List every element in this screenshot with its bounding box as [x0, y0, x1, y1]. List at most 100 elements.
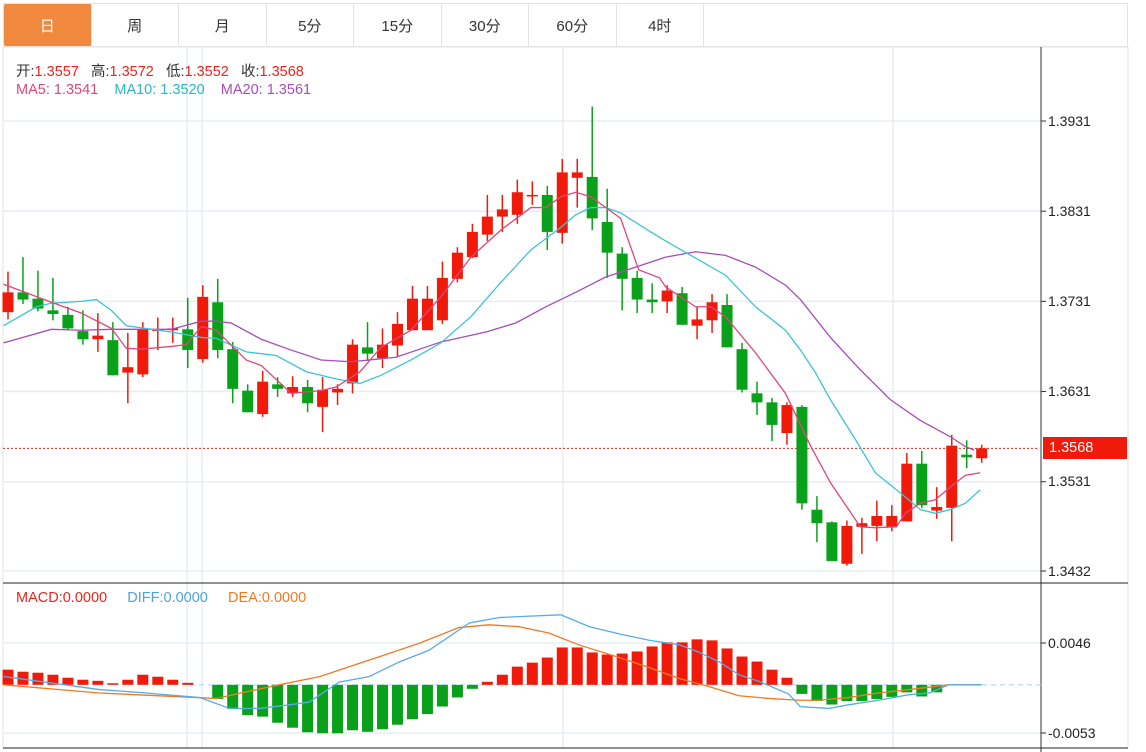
candle-down [47, 310, 59, 314]
macd-bar-positive [646, 646, 658, 685]
macd-bar-negative [317, 684, 329, 734]
candle-up [511, 192, 523, 215]
candle-up [391, 323, 403, 346]
macd-bar-negative [826, 684, 838, 705]
macd-bar-positive [766, 669, 778, 685]
candle-down [631, 277, 643, 300]
candle-up [481, 216, 493, 235]
macd-bar-negative [287, 684, 299, 728]
macd-bar-negative [916, 684, 928, 697]
candle-down [676, 293, 688, 325]
ohlc-legend: 开:1.3557 高:1.3572 低:1.3552 收:1.3568 [16, 60, 304, 81]
macd-label: MACD: [16, 590, 63, 606]
macd-bar-positive [601, 654, 613, 685]
macd-bar-positive [17, 671, 29, 685]
ma5-line [3, 191, 981, 529]
open-label: 开: [16, 64, 35, 80]
dea-line [3, 624, 982, 701]
candle-up [706, 302, 718, 321]
candle-down [961, 454, 973, 458]
tab-month[interactable]: 月 [179, 4, 267, 46]
macd-bar-positive [62, 677, 74, 685]
diff-label: DIFF: [127, 590, 164, 606]
macd-bar-positive [481, 681, 493, 685]
candle-up [317, 389, 329, 407]
dea-label: DEA: [228, 590, 262, 606]
candle-up [197, 296, 209, 360]
macd-bar-negative [451, 684, 463, 698]
candle-up [871, 515, 883, 526]
macd-bar-negative [227, 684, 239, 710]
price-tick: 1.3731 [1048, 293, 1091, 309]
candle-up [287, 387, 299, 394]
ma20-label: MA20: [220, 82, 267, 98]
macd-bar-positive [182, 682, 194, 685]
macd-bar-positive [706, 640, 718, 685]
candle-up [856, 523, 868, 527]
candle-down [182, 329, 194, 351]
macd-bar-positive [152, 676, 164, 685]
macd-bar-negative [242, 684, 254, 716]
macd-bar-negative [466, 684, 478, 689]
candle-down [242, 390, 254, 413]
macd-bar-positive [511, 666, 523, 685]
macd-tick: -0.0053 [1048, 725, 1096, 741]
macd-bar-negative [332, 684, 344, 734]
candle-up [2, 292, 14, 313]
tab-15min[interactable]: 15分 [354, 4, 442, 46]
price-tick: 1.3432 [1048, 563, 1091, 579]
macd-value: 0.0000 [62, 590, 108, 606]
candle-down [601, 222, 613, 253]
macd-bar-positive [676, 642, 688, 685]
candle-up [556, 172, 568, 233]
candle-up [122, 367, 134, 373]
tab-week[interactable]: 周 [92, 4, 179, 46]
ma20-line [3, 251, 975, 451]
high-label: 高: [90, 64, 110, 80]
candle-down [766, 402, 778, 425]
macd-bar-negative [931, 684, 943, 693]
macd-bar-negative [796, 684, 808, 694]
macd-bar-positive [661, 642, 673, 685]
candle-up [976, 448, 988, 459]
macd-bar-negative [302, 684, 314, 733]
macd-bar-positive [571, 647, 583, 685]
macd-tick: 0.0046 [1048, 635, 1091, 651]
candle-down [302, 387, 314, 404]
candle-down [916, 463, 928, 506]
macd-bar-positive [751, 661, 763, 685]
macd-bar-negative [362, 684, 374, 732]
candle-up [571, 172, 583, 178]
ma10-line [3, 206, 981, 514]
macd-bar-positive [526, 662, 538, 685]
candle-up [946, 445, 958, 508]
macd-bar-negative [841, 684, 853, 701]
macd-bar-positive [631, 651, 643, 685]
macd-bar-positive [32, 672, 44, 685]
macd-bar-negative [377, 684, 388, 730]
dea-value: 0.0000 [261, 590, 307, 606]
candle-up [781, 405, 793, 434]
price-tick: 1.3631 [1048, 383, 1091, 399]
low-label: 低: [165, 64, 185, 80]
macd-bar-negative [391, 684, 403, 725]
candle-up [886, 515, 898, 527]
macd-bar-positive [736, 656, 748, 685]
tab-4hour[interactable]: 4时 [617, 4, 704, 46]
candle-down [721, 304, 733, 348]
candle-up [451, 252, 463, 279]
macd-bar-negative [347, 684, 359, 731]
macd-bar-negative [871, 684, 883, 699]
tab-60min[interactable]: 60分 [529, 4, 617, 46]
tab-5min[interactable]: 5分 [267, 4, 354, 46]
ma5-label: MA5: [16, 82, 54, 98]
candle-down [227, 349, 239, 389]
macd-bar-negative [856, 684, 868, 701]
close-label: 收: [240, 64, 260, 80]
tab-30min[interactable]: 30分 [442, 4, 529, 46]
macd-bar-negative [257, 684, 269, 717]
tab-day[interactable]: 日 [4, 4, 92, 46]
candle-up [691, 319, 703, 326]
candle-down [212, 302, 224, 351]
